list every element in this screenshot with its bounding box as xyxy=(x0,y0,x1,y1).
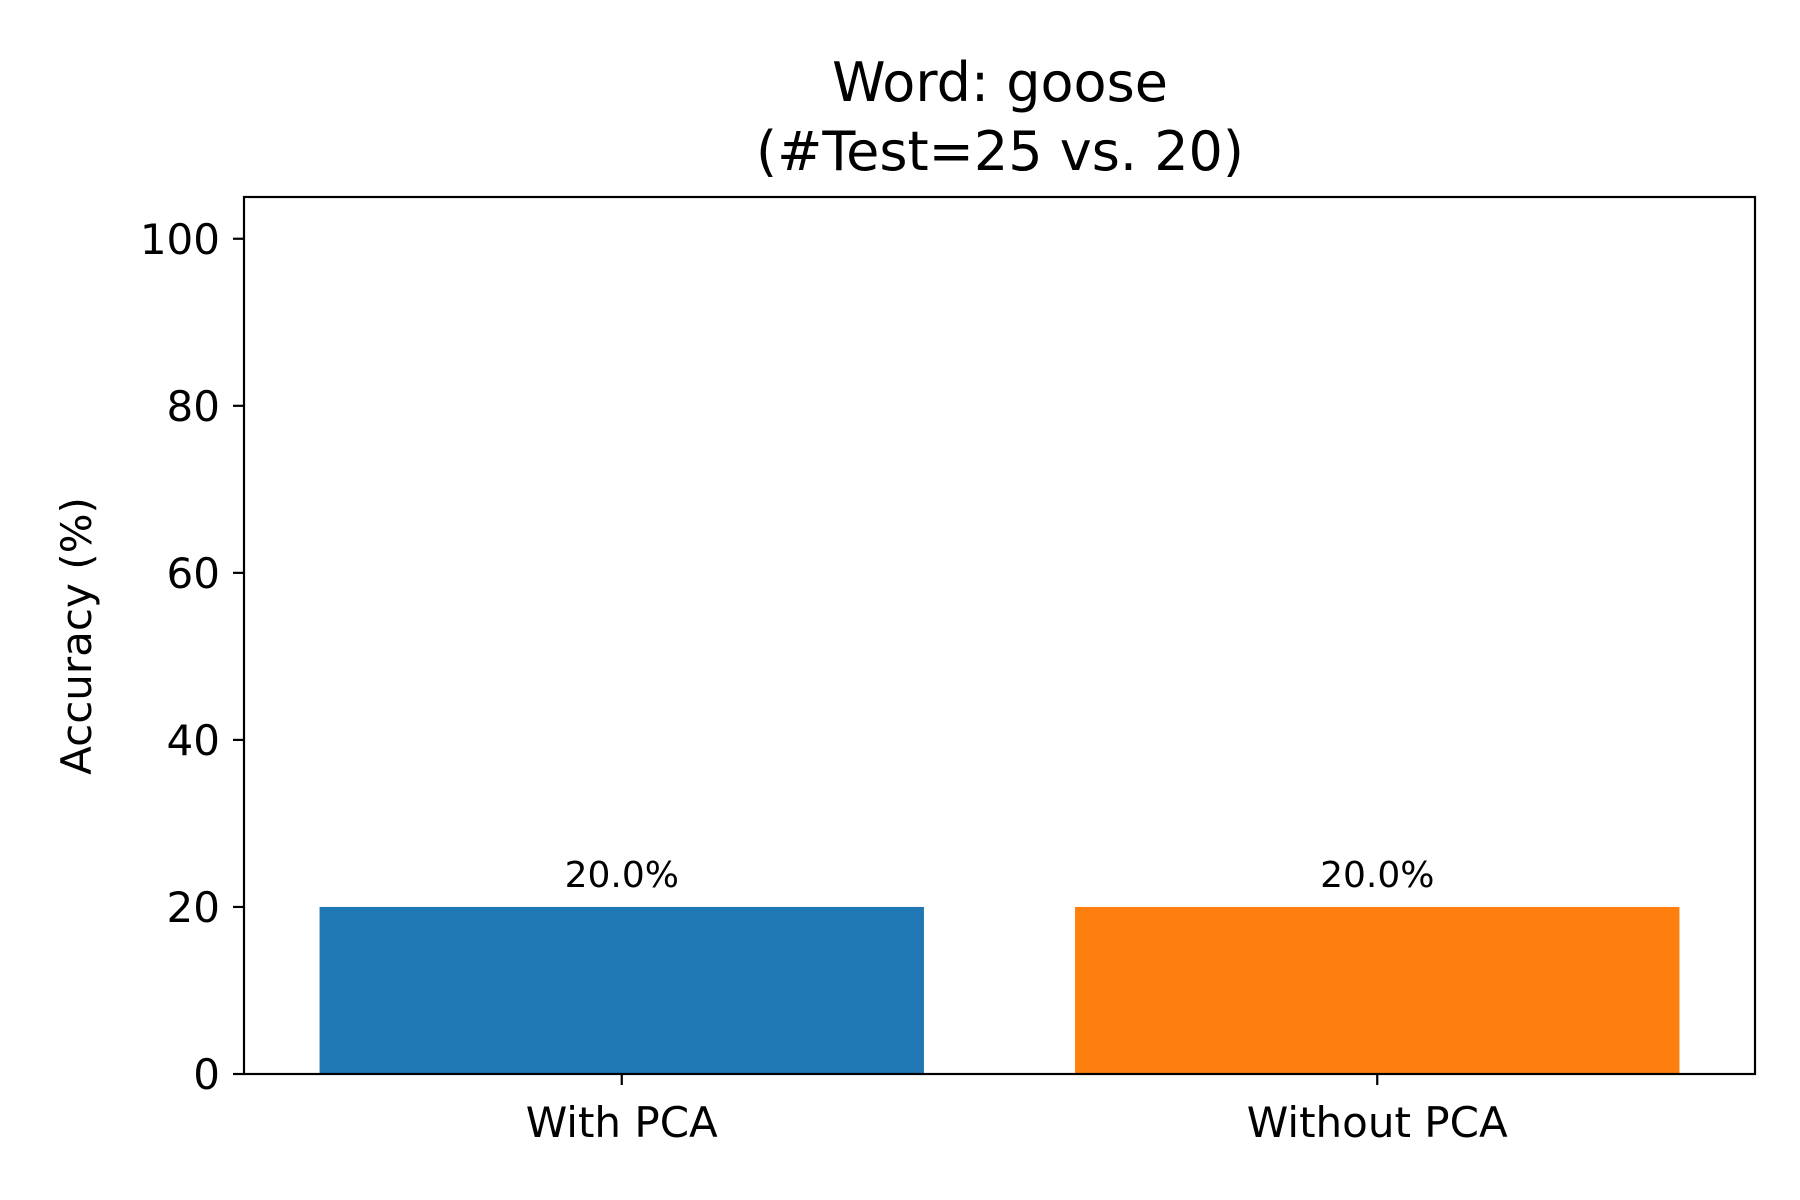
x-axis: With PCA Without PCA xyxy=(526,1074,1508,1147)
bar xyxy=(319,906,924,1074)
y-tick-label: 80 xyxy=(167,382,220,431)
bar-labels-group: 20.0% 20.0% xyxy=(565,855,1435,896)
plot-frame xyxy=(242,195,1757,1076)
chart-title-line-1: Word: goose xyxy=(832,51,1168,114)
y-axis: 0 20 40 60 80 100 xyxy=(140,215,244,1099)
chart-title-line-2: (#Test=25 vs. 20) xyxy=(756,120,1244,183)
bars-group xyxy=(319,906,1680,1074)
y-axis-label: Accuracy (%) xyxy=(52,497,101,775)
y-tick-label: 20 xyxy=(167,883,220,932)
y-tick-label: 40 xyxy=(167,716,220,765)
y-tick-label: 0 xyxy=(193,1050,220,1099)
x-tick-label: Without PCA xyxy=(1247,1098,1508,1147)
bar xyxy=(1075,906,1680,1074)
bar-value-label: 20.0% xyxy=(1320,855,1434,896)
x-tick-label: With PCA xyxy=(526,1098,718,1147)
y-tick-label: 100 xyxy=(140,215,220,264)
y-tick-label: 60 xyxy=(167,549,220,598)
bar-value-label: 20.0% xyxy=(565,855,679,896)
